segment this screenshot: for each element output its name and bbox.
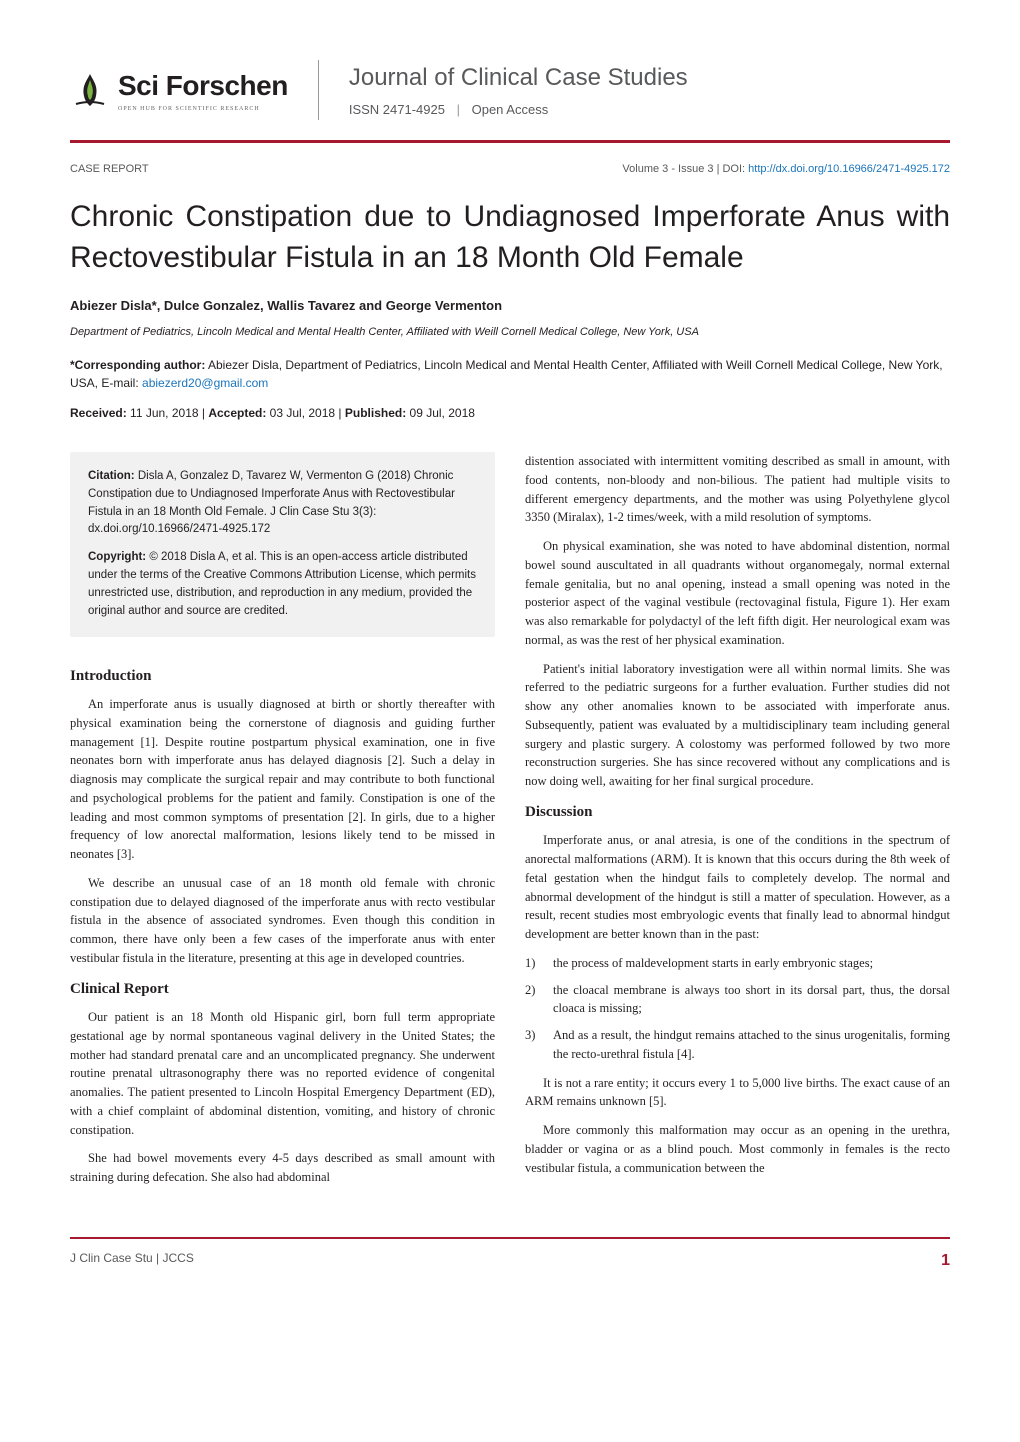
article-body: Citation: Disla A, Gonzalez D, Tavarez W… <box>70 452 950 1197</box>
discussion-heading: Discussion <box>525 801 950 824</box>
published-date: 09 Jul, 2018 <box>406 406 475 420</box>
page-header: Sci Forschen Open HUB for Scientific Res… <box>70 60 950 120</box>
right-column: distention associated with intermittent … <box>525 452 950 1197</box>
col2-para-1: distention associated with intermittent … <box>525 452 950 527</box>
accepted-label: Accepted: <box>208 406 266 420</box>
access-type: Open Access <box>472 102 549 117</box>
publisher-name: Sci Forschen <box>118 65 288 107</box>
journal-title: Journal of Clinical Case Studies <box>349 60 688 96</box>
issn: ISSN 2471-4925 <box>349 102 445 117</box>
clinical-para-1: Our patient is an 18 Month old Hispanic … <box>70 1008 495 1139</box>
left-column: Citation: Disla A, Gonzalez D, Tavarez W… <box>70 452 495 1197</box>
accepted-date: 03 Jul, 2018 | <box>266 406 345 420</box>
intro-section: Introduction An imperforate anus is usua… <box>70 665 495 968</box>
corresponding-label: *Corresponding author: <box>70 358 205 372</box>
discussion-section: Discussion Imperforate anus, or anal atr… <box>525 801 950 1178</box>
doi-link[interactable]: http://dx.doi.org/10.16966/2471-4925.172 <box>748 163 950 175</box>
received-date: 11 Jun, 2018 | <box>127 406 209 420</box>
clinical-para-2: She had bowel movements every 4-5 days d… <box>70 1149 495 1187</box>
corresponding-email[interactable]: abiezerd20@gmail.com <box>142 376 268 390</box>
list-text: the process of maldevelopment starts in … <box>553 956 873 970</box>
intro-para-2: We describe an unusual case of an 18 mon… <box>70 874 495 968</box>
published-label: Published: <box>345 406 406 420</box>
citation-label: Citation: <box>88 470 135 482</box>
received-label: Received: <box>70 406 127 420</box>
citation-copyright-box: Citation: Disla A, Gonzalez D, Tavarez W… <box>70 452 495 637</box>
authors: Abiezer Disla*, Dulce Gonzalez, Wallis T… <box>70 296 950 316</box>
copyright-text: © 2018 Disla A, et al. This is an open-a… <box>88 551 476 616</box>
page-number: 1 <box>941 1249 950 1273</box>
article-meta-row: CASE REPORT Volume 3 - Issue 3 | DOI: ht… <box>70 161 950 178</box>
clinical-heading: Clinical Report <box>70 978 495 1001</box>
footer-rule <box>70 1237 950 1239</box>
disc-para-3: More commonly this malformation may occu… <box>525 1121 950 1177</box>
header-rule <box>70 140 950 143</box>
issn-access-line: ISSN 2471-4925 | Open Access <box>349 100 688 120</box>
col2-para-3: Patient's initial laboratory investigati… <box>525 660 950 791</box>
col2-para-2: On physical examination, she was noted t… <box>525 537 950 650</box>
article-type: CASE REPORT <box>70 161 149 178</box>
copyright-label: Copyright: <box>88 551 146 563</box>
publisher-name-block: Sci Forschen Open HUB for Scientific Res… <box>118 65 288 114</box>
copyright-block: Copyright: © 2018 Disla A, et al. This i… <box>88 549 477 620</box>
list-text: And as a result, the hindgut remains att… <box>553 1028 950 1061</box>
list-num: 1) <box>525 954 535 973</box>
flame-leaf-icon <box>70 70 110 110</box>
list-item: 2)the cloacal membrane is always too sho… <box>553 981 950 1019</box>
citation-text: Disla A, Gonzalez D, Tavarez W, Vermento… <box>88 470 455 535</box>
volume-doi: Volume 3 - Issue 3 | DOI: http://dx.doi.… <box>622 161 950 178</box>
intro-para-1: An imperforate anus is usually diagnosed… <box>70 695 495 864</box>
publisher-logo: Sci Forschen Open HUB for Scientific Res… <box>70 65 288 114</box>
disc-para-2: It is not a rare entity; it occurs every… <box>525 1074 950 1112</box>
list-text: the cloacal membrane is always too short… <box>553 983 950 1016</box>
divider: | <box>457 102 460 117</box>
citation-block: Citation: Disla A, Gonzalez D, Tavarez W… <box>88 468 477 539</box>
corresponding-author: *Corresponding author: Abiezer Disla, De… <box>70 356 950 392</box>
journal-title-block: Journal of Clinical Case Studies ISSN 24… <box>318 60 688 120</box>
list-num: 2) <box>525 981 535 1000</box>
introduction-heading: Introduction <box>70 665 495 688</box>
list-item: 3)And as a result, the hindgut remains a… <box>553 1026 950 1064</box>
affiliation: Department of Pediatrics, Lincoln Medica… <box>70 324 950 341</box>
page-footer: J Clin Case Stu | JCCS 1 <box>70 1249 950 1273</box>
list-item: 1)the process of maldevelopment starts i… <box>553 954 950 973</box>
journal-footer-abbrev: J Clin Case Stu | JCCS <box>70 1249 194 1273</box>
article-title: Chronic Constipation due to Undiagnosed … <box>70 197 950 278</box>
publication-dates: Received: 11 Jun, 2018 | Accepted: 03 Ju… <box>70 404 950 422</box>
discussion-list: 1) the process of maldevelopment starts i… <box>525 954 950 1064</box>
disc-para-1: Imperforate anus, or anal atresia, is on… <box>525 831 950 944</box>
clinical-section: Clinical Report Our patient is an 18 Mon… <box>70 978 495 1187</box>
volume-issue: Volume 3 - Issue 3 | DOI: <box>622 163 748 175</box>
list-num: 3) <box>525 1026 535 1045</box>
clinical-continued: distention associated with intermittent … <box>525 452 950 791</box>
